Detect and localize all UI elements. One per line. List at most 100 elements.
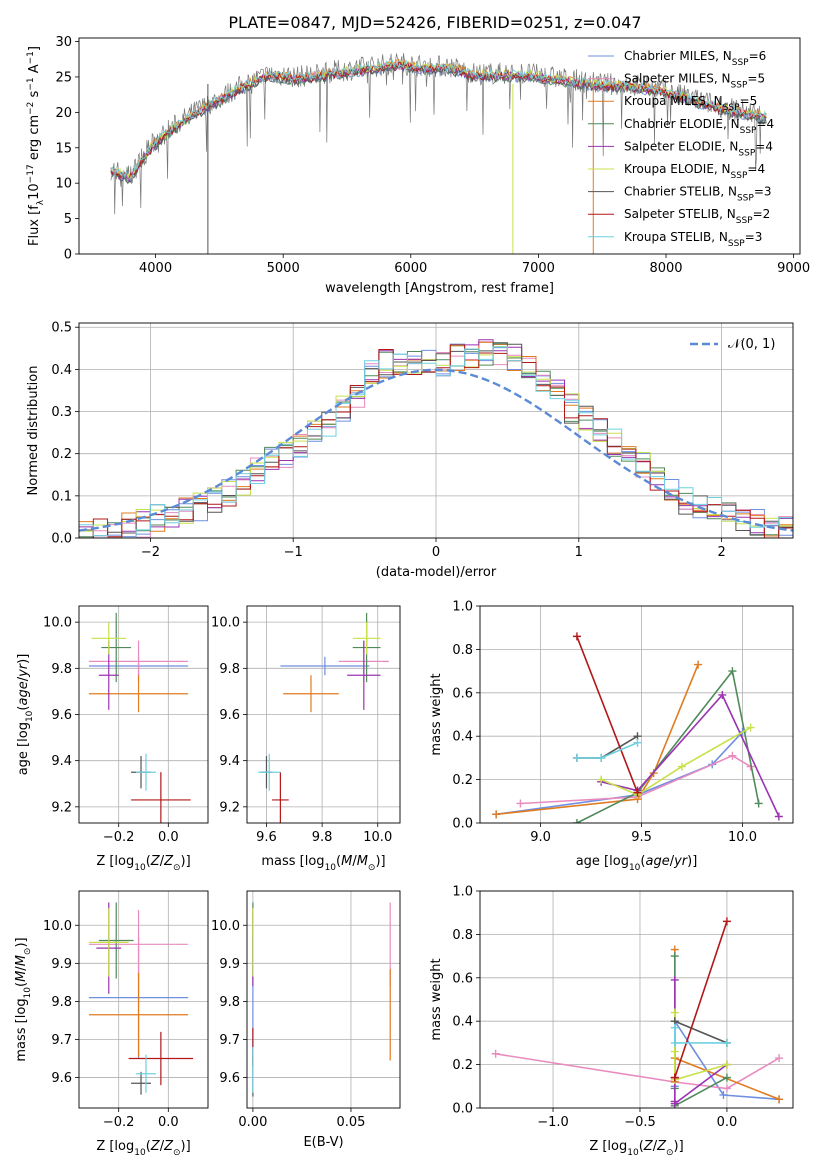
y-tick-label: 9.8 <box>51 995 72 1010</box>
y-tick-label: 0.2 <box>452 1058 473 1073</box>
x-tick-label: −2 <box>141 545 160 560</box>
errorbar-chabrier-elodie <box>101 612 132 683</box>
y-tick-label: 9.4 <box>219 754 240 769</box>
y-tick-label: 9.2 <box>219 800 240 815</box>
y-tick-label: 1.0 <box>452 600 473 615</box>
weight-line-chabrier-stelib <box>674 1020 728 1044</box>
axes-frame <box>78 890 209 1109</box>
weight-marker-kroupa-elodie <box>746 723 755 732</box>
y-tick-label: 0.0 <box>51 532 72 547</box>
y-axis-label: Flux [fλ10−17 erg cm−2 s−1 A−1] <box>26 46 46 246</box>
y-tick-label: 0.3 <box>51 405 72 420</box>
y-tick-label: 15 <box>55 141 72 156</box>
weight-marker-kroupa-stelib <box>722 1038 731 1047</box>
y-tick-label: 20 <box>55 106 72 121</box>
y-tick-label: 0.4 <box>452 1015 473 1030</box>
panel-spectrum: 4000 5000 6000 7000 8000 9000 0 5 10 15 20 25 30 wave… <box>26 35 810 296</box>
legend-entry: Salpeter STELIB, NSSP=2 <box>624 207 770 226</box>
legend-entry: Chabrier STELIB, NSSP=3 <box>624 185 772 204</box>
y-tick-label: 5 <box>64 212 72 227</box>
plot-area <box>88 902 194 1095</box>
weight-line-salpeter-miles <box>495 1053 780 1090</box>
y-tick-label: 10.0 <box>211 919 240 934</box>
y-tick-label: 0.0 <box>452 1102 473 1117</box>
errorbar-kroupa-elodie <box>91 622 127 655</box>
x-axis-label: (data-model)/error <box>376 565 497 580</box>
errorbar-salpeter-stelib <box>128 1031 194 1086</box>
y-tick-label: 0.8 <box>452 928 473 943</box>
y-tick-label: 9.6 <box>51 1071 72 1086</box>
weight-line-kroupa-stelib <box>673 1027 727 1044</box>
weight-marker-kroupa-stelib <box>597 753 606 762</box>
x-tick-label: 0.0 <box>158 830 179 845</box>
y-tick-label: 0.4 <box>51 363 72 378</box>
y-tick-label: 10.0 <box>43 616 72 631</box>
y-tick-label: 9.9 <box>219 957 240 972</box>
x-tick-label: 9.0 <box>530 830 551 845</box>
legend-entry: Kroupa STELIB, NSSP=3 <box>624 230 762 249</box>
x-tick-label: 0.0 <box>717 1115 738 1130</box>
x-axis-label: Z [log10(Z/Z⊙)] <box>96 854 190 873</box>
axes-frame <box>78 322 794 539</box>
x-axis-label: wavelength [Angstrom, rest frame] <box>325 281 554 296</box>
y-tick-label: 9.9 <box>51 957 72 972</box>
plot-area <box>491 917 784 1108</box>
y-tick-label: 0.2 <box>452 773 473 788</box>
y-tick-label: 9.6 <box>219 1071 240 1086</box>
x-tick-label: 10.0 <box>728 830 757 845</box>
y-tick-label: 10.0 <box>43 919 72 934</box>
y-tick-label: 0.8 <box>452 643 473 658</box>
weight-line-chabrier-elodie <box>576 669 760 823</box>
y-tick-label: 9.7 <box>51 1033 72 1048</box>
errorbar-salpeter-stelib <box>272 772 289 823</box>
errorbar-chabrier-elodie <box>98 902 134 979</box>
weight-line-salpeter-elodie <box>601 693 780 817</box>
errorbar-salpeter-miles <box>88 910 189 979</box>
weight-marker-salpeter-stelib <box>722 917 731 926</box>
panel-weight-vs-Z: −1.0 −0.5 0.0 0.0 0.2 0.4 0.6 0.8 1.0 Z [log10(Z/… <box>429 885 794 1158</box>
x-axis-label: E(B-V) <box>303 1135 343 1150</box>
errorbar-kroupa-elodie <box>352 622 381 655</box>
y-tick-label: 9.8 <box>219 995 240 1010</box>
weight-marker-salpeter-elodie <box>774 812 783 821</box>
axes-frame <box>479 890 794 1109</box>
weight-line-kroupa-stelib <box>576 741 638 759</box>
weight-line-chabrier-miles <box>496 731 744 816</box>
weight-marker-kroupa-miles <box>694 660 703 669</box>
weight-marker-kroupa-elodie <box>597 775 606 784</box>
x-tick-label: 2 <box>717 545 725 560</box>
errorbar-kroupa-elodie <box>88 908 129 977</box>
x-tick-label: 1 <box>575 545 583 560</box>
y-tick-label: 0.6 <box>452 971 473 986</box>
axes-frame <box>78 37 801 255</box>
legend-entry: Kroupa MILES, NSSP=5 <box>624 94 757 113</box>
normal-curve <box>79 368 793 532</box>
histogram-kroupa-stelib <box>79 346 793 538</box>
weight-marker-salpeter-miles <box>491 1049 500 1058</box>
x-tick-label: 0.00 <box>238 1115 267 1130</box>
x-tick-label: 8000 <box>649 261 682 276</box>
weight-marker-kroupa-elodie <box>670 1008 679 1017</box>
weight-marker-salpeter-miles <box>775 1054 784 1063</box>
x-tick-label: 6000 <box>394 261 427 276</box>
y-axis-label: mass weight <box>429 958 444 1040</box>
legend-entry: Chabrier ELODIE, NSSP=4 <box>624 117 774 136</box>
errorbar-chabrier-stelib <box>131 1071 151 1095</box>
y-axis-label: mass weight <box>429 673 444 755</box>
weight-line-salpeter-stelib <box>674 921 728 1078</box>
weight-marker-salpeter-miles <box>516 799 525 808</box>
y-axis-label: Normed distribution <box>26 366 41 496</box>
x-tick-label: 0.0 <box>158 1115 179 1130</box>
weight-marker-kroupa-elodie <box>670 1047 679 1056</box>
weight-marker-salpeter-stelib <box>670 1073 679 1082</box>
x-tick-label: 5000 <box>267 261 300 276</box>
y-tick-label: 9.6 <box>51 708 72 723</box>
x-axis-label: mass [log10(M/M⊙)] <box>261 854 385 873</box>
y-tick-label: 25 <box>55 70 72 85</box>
legend-entry: 𝒩(0, 1) <box>728 337 775 352</box>
weight-marker-kroupa-elodie <box>722 1060 731 1069</box>
x-tick-label: −0.2 <box>103 830 135 845</box>
x-axis-label: age [log10(age/yr)] <box>576 854 698 873</box>
weight-marker-kroupa-miles <box>775 1095 784 1104</box>
y-tick-label: 0.2 <box>51 447 72 462</box>
